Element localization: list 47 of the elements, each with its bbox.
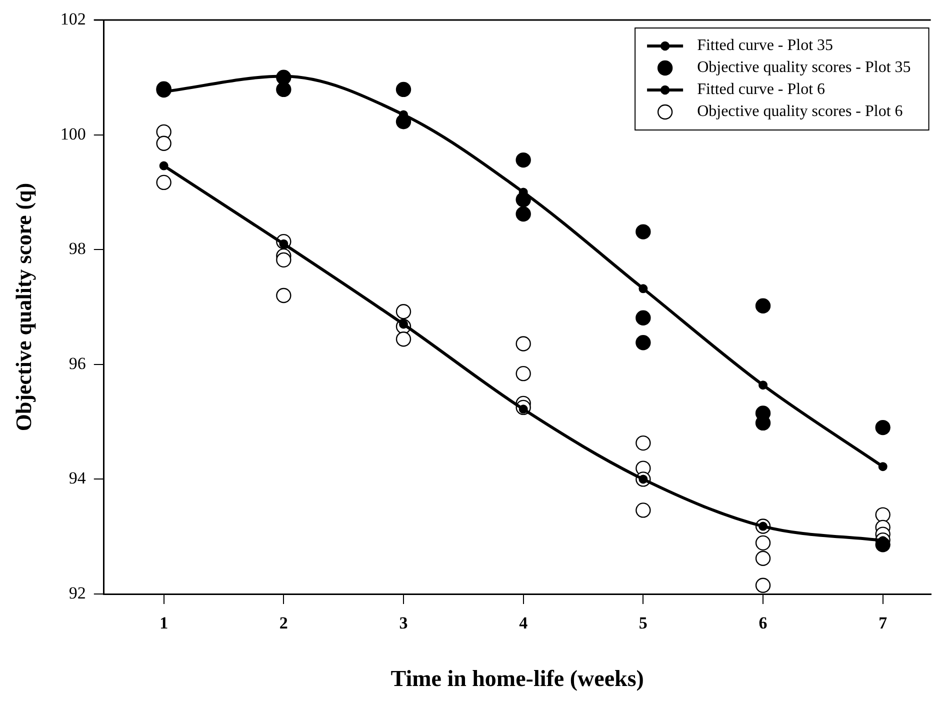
x-tick-label: 2 <box>279 614 288 633</box>
point <box>636 334 651 350</box>
x-tick-label: 3 <box>399 614 408 633</box>
x-tick-label: 1 <box>160 614 168 633</box>
y-tick-label: 102 <box>60 9 86 28</box>
legend-label: Fitted curve - Plot 6 <box>697 81 826 98</box>
point <box>156 174 172 190</box>
point <box>396 332 412 347</box>
point <box>875 507 890 522</box>
legend-label: Objective quality scores - Plot 6 <box>697 103 903 120</box>
point <box>878 462 888 472</box>
legend-label: Fitted curve - Plot 35 <box>697 37 834 54</box>
x-tick-label: 4 <box>519 614 528 633</box>
point <box>755 535 771 551</box>
point <box>516 336 531 352</box>
point <box>636 435 651 451</box>
point <box>396 82 412 98</box>
point <box>755 550 771 566</box>
point <box>516 206 531 222</box>
x-axis-title: Time in home-life (weeks) <box>390 666 644 692</box>
point <box>396 304 412 320</box>
point <box>875 420 890 436</box>
point <box>636 310 651 326</box>
point <box>276 252 292 268</box>
point <box>276 82 292 98</box>
y-tick-label: 100 <box>60 124 86 144</box>
point <box>156 136 172 152</box>
point <box>875 537 890 552</box>
point <box>276 288 292 304</box>
y-tick-label: 96 <box>68 354 86 373</box>
point <box>636 502 651 518</box>
legend-label: Objective quality scores - Plot 35 <box>697 59 911 76</box>
point <box>516 366 531 382</box>
point <box>755 298 771 314</box>
point <box>636 224 651 240</box>
x-tick-label: 7 <box>878 614 888 633</box>
x-tick-label: 6 <box>758 614 768 633</box>
point <box>516 152 531 168</box>
point <box>638 284 648 294</box>
x-tick-label: 5 <box>638 614 648 633</box>
point <box>755 578 771 593</box>
y-tick-label: 94 <box>68 468 86 488</box>
y-tick-label: 98 <box>68 239 86 258</box>
y-axis-title: Objective quality score (q) <box>10 182 36 432</box>
point <box>758 380 768 390</box>
y-tick-label: 92 <box>68 583 86 602</box>
point <box>159 161 168 170</box>
